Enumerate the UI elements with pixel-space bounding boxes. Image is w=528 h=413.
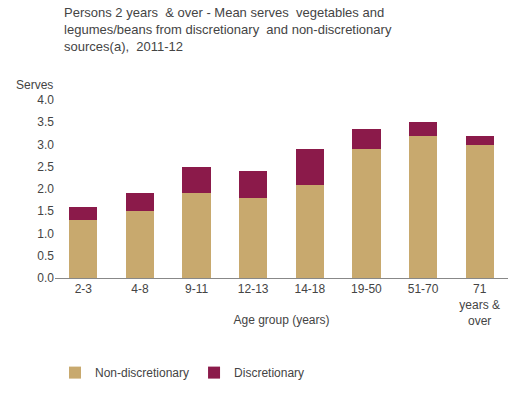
svg-text:0.5: 0.5 xyxy=(37,249,54,263)
svg-text:2-3: 2-3 xyxy=(75,282,93,296)
svg-text:Serves: Serves xyxy=(16,78,53,92)
svg-text:4-8: 4-8 xyxy=(131,282,149,296)
svg-text:1.5: 1.5 xyxy=(37,204,54,218)
svg-text:1.0: 1.0 xyxy=(37,227,54,241)
svg-text:4.0: 4.0 xyxy=(37,93,54,107)
svg-text:2.5: 2.5 xyxy=(37,160,54,174)
svg-text:14-18: 14-18 xyxy=(294,282,325,296)
svg-text:19-50: 19-50 xyxy=(351,282,382,296)
svg-text:71years &over: 71years &over xyxy=(459,282,500,327)
svg-text:Non-discretionary: Non-discretionary xyxy=(95,366,189,380)
svg-text:Age group (years): Age group (years) xyxy=(233,313,329,327)
svg-text:3.0: 3.0 xyxy=(37,138,54,152)
svg-text:9-11: 9-11 xyxy=(185,282,208,296)
svg-text:Discretionary: Discretionary xyxy=(234,366,304,380)
svg-text:3.5: 3.5 xyxy=(37,115,54,129)
svg-text:2.0: 2.0 xyxy=(37,182,54,196)
svg-text:51-70: 51-70 xyxy=(408,282,439,296)
svg-text:12-13: 12-13 xyxy=(238,282,269,296)
svg-text:0.0: 0.0 xyxy=(37,271,54,285)
svg-text:Persons 2 years & over - Mean: Persons 2 years & over - Mean serves veg… xyxy=(64,5,392,54)
